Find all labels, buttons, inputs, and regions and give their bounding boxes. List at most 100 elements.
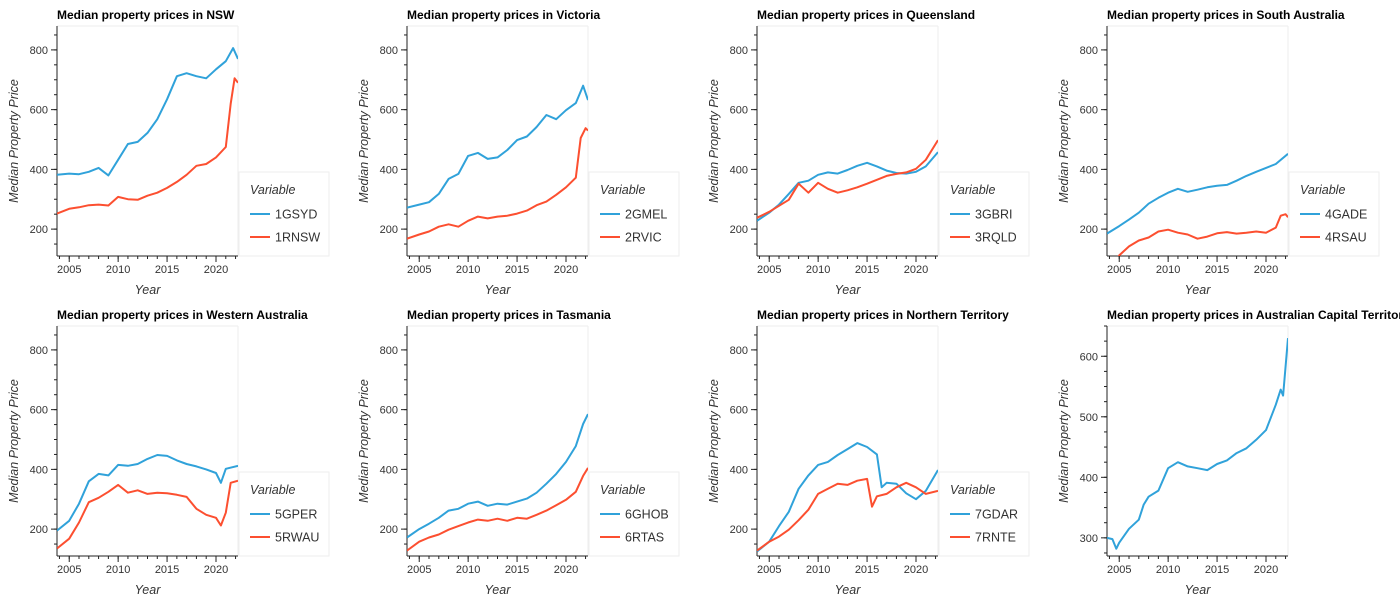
- y-tick-label: 300: [1080, 533, 1098, 545]
- series-line-1gsyd: [57, 47, 238, 177]
- series-line-6ghob: [407, 413, 588, 539]
- y-tick-label: 400: [1080, 472, 1098, 484]
- x-tick-label: 2015: [505, 264, 529, 276]
- y-tick-label: 200: [1080, 224, 1098, 236]
- y-axis-label: Median Property Price: [707, 79, 721, 203]
- x-axis-label: Year: [485, 583, 512, 597]
- x-tick-label: 2015: [1205, 264, 1229, 276]
- y-tick-label: 200: [730, 524, 748, 536]
- y-tick-label: 200: [30, 224, 48, 236]
- x-tick-label: 2015: [505, 564, 529, 576]
- chart-panel-2: Median property prices in Victoria 200 400…: [357, 8, 680, 297]
- legend-label: 6RTAS: [625, 531, 664, 545]
- y-axis-label: Median Property Price: [707, 379, 721, 503]
- legend-title: Variable: [950, 483, 995, 497]
- legend-label: 4RSAU: [1325, 231, 1367, 245]
- y-axis-label: Median Property Price: [7, 79, 21, 203]
- y-tick-label: 800: [1080, 45, 1098, 57]
- series-line-5rwau: [57, 479, 238, 550]
- y-tick-label: 400: [380, 464, 398, 476]
- chart-title: Median property prices in Victoria: [407, 8, 600, 22]
- series-line-value: [1107, 338, 1288, 550]
- y-tick-label: 400: [30, 464, 48, 476]
- legend-label: 1RNSW: [275, 231, 320, 245]
- legend-label: 3RQLD: [975, 231, 1017, 245]
- legend-title: Variable: [250, 483, 295, 497]
- x-tick-label: 2010: [806, 264, 830, 276]
- y-axis-label: Median Property Price: [357, 379, 371, 503]
- legend-title: Variable: [600, 183, 645, 197]
- x-tick-label: 2015: [855, 564, 879, 576]
- y-tick-label: 200: [380, 224, 398, 236]
- y-tick-label: 600: [30, 405, 48, 417]
- x-tick-label: 2020: [1254, 264, 1278, 276]
- series-line-1rnsw: [57, 77, 238, 215]
- y-tick-label: 600: [30, 105, 48, 117]
- chart-title: Median property prices in South Australi…: [1107, 8, 1345, 22]
- y-tick-label: 800: [30, 345, 48, 357]
- legend-title: Variable: [600, 483, 645, 497]
- y-tick-label: 400: [730, 464, 748, 476]
- x-tick-label: 2015: [1205, 564, 1229, 576]
- x-tick-label: 2020: [204, 564, 228, 576]
- x-axis-label: Year: [835, 583, 862, 597]
- y-tick-label: 800: [730, 45, 748, 57]
- y-axis-label: Median Property Price: [357, 79, 371, 203]
- chart-panel-6: Median property prices in Tasmania 200 400…: [357, 308, 680, 597]
- legend-label: 7RNTE: [975, 531, 1016, 545]
- x-tick-label: 2015: [155, 264, 179, 276]
- x-tick-label: 2015: [155, 564, 179, 576]
- y-tick-label: 600: [380, 405, 398, 417]
- x-tick-label: 2020: [904, 264, 928, 276]
- x-tick-label: 2015: [855, 264, 879, 276]
- x-axis-label: Year: [835, 283, 862, 297]
- series-line-3rqld: [757, 139, 938, 219]
- y-tick-label: 600: [380, 105, 398, 117]
- x-tick-label: 2005: [757, 564, 781, 576]
- chart-panel-7: Median property prices in Northern Terri…: [707, 308, 1030, 597]
- chart-panel-8: Median property prices in Australian Cap…: [1057, 308, 1400, 597]
- x-tick-label: 2020: [1254, 564, 1278, 576]
- series-line-2rvic: [407, 127, 588, 240]
- series-line-6rtas: [407, 467, 588, 552]
- y-tick-label: 600: [730, 105, 748, 117]
- x-tick-label: 2005: [57, 564, 81, 576]
- chart-panel-1: Median property prices in NSW 200 400 600 80…: [7, 8, 330, 297]
- series-line-4gade: [1107, 153, 1288, 235]
- chart-title: Median property prices in Australian Cap…: [1107, 308, 1400, 322]
- x-tick-label: 2020: [204, 264, 228, 276]
- x-tick-label: 2010: [806, 564, 830, 576]
- series-line-4rsau: [1117, 213, 1288, 256]
- chart-title: Median property prices in Northern Terri…: [757, 308, 1009, 322]
- x-axis-label: Year: [135, 283, 162, 297]
- y-tick-label: 200: [730, 224, 748, 236]
- x-tick-label: 2020: [904, 564, 928, 576]
- x-tick-label: 2010: [1156, 564, 1180, 576]
- y-tick-label: 400: [730, 164, 748, 176]
- x-tick-label: 2005: [757, 264, 781, 276]
- legend-label: 3GBRI: [975, 208, 1013, 222]
- y-axis-label: Median Property Price: [7, 379, 21, 503]
- legend-title: Variable: [250, 183, 295, 197]
- y-tick-label: 200: [30, 524, 48, 536]
- x-tick-label: 2005: [407, 564, 431, 576]
- y-tick-label: 800: [30, 45, 48, 57]
- x-axis-label: Year: [485, 283, 512, 297]
- legend-label: 2RVIC: [625, 231, 662, 245]
- series-line-5gper: [57, 454, 238, 532]
- chart-title: Median property prices in NSW: [57, 8, 235, 22]
- x-tick-label: 2010: [106, 264, 130, 276]
- y-tick-label: 600: [1080, 351, 1098, 363]
- y-tick-label: 400: [30, 164, 48, 176]
- chart-panel-5: Median property prices in Western Austra…: [7, 308, 330, 597]
- chart-title: Median property prices in Queensland: [757, 8, 975, 22]
- x-tick-label: 2010: [456, 564, 480, 576]
- x-tick-label: 2005: [407, 264, 431, 276]
- y-tick-label: 400: [1080, 164, 1098, 176]
- legend-label: 5RWAU: [275, 531, 319, 545]
- legend-label: 4GADE: [1325, 208, 1367, 222]
- legend-label: 2GMEL: [625, 208, 667, 222]
- x-tick-label: 2010: [106, 564, 130, 576]
